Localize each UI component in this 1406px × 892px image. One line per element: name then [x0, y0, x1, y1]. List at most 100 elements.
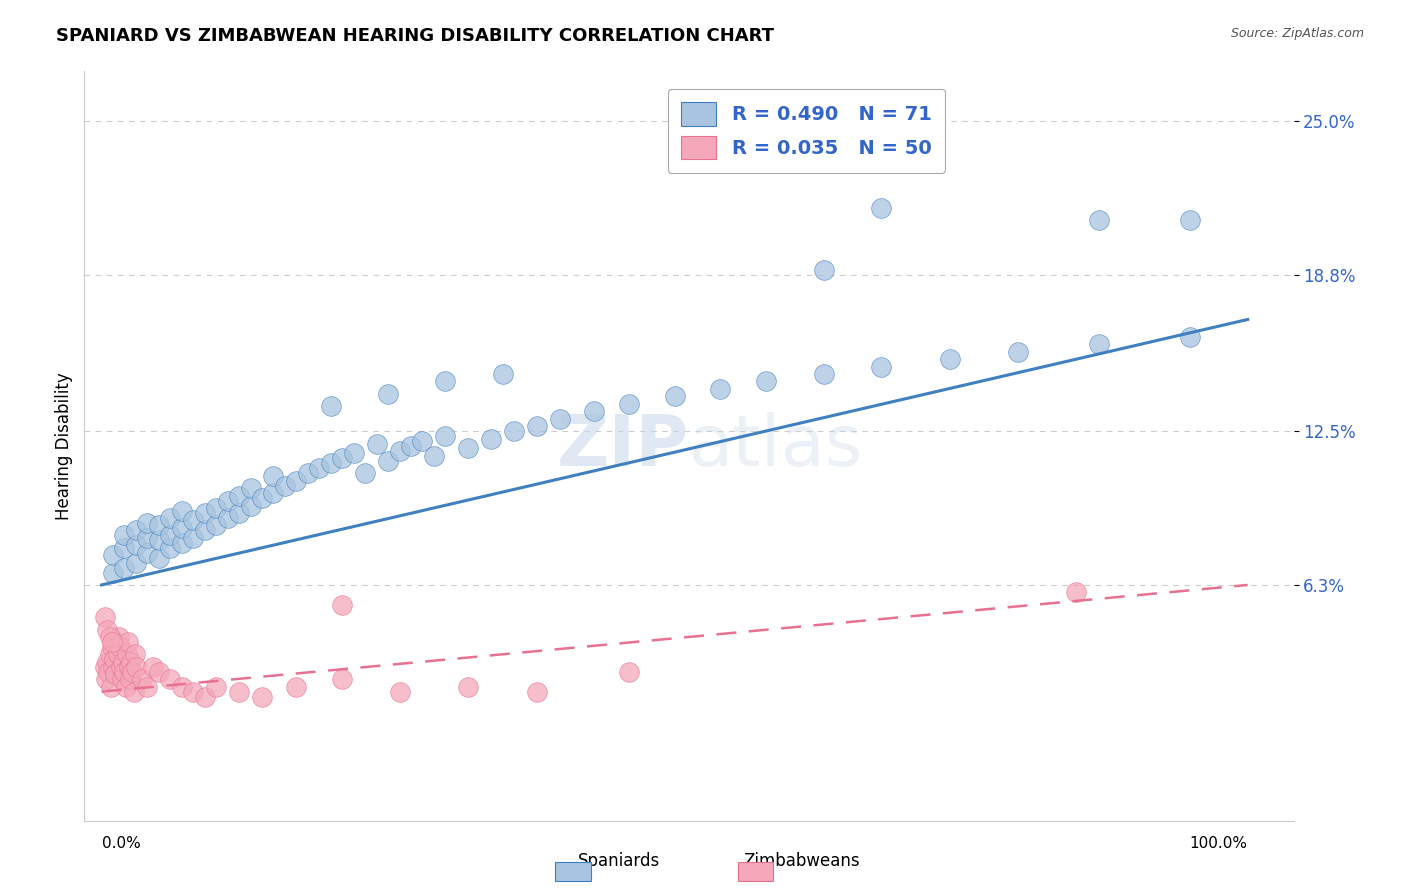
Point [111, 672, 134, 686]
Point [583, 404, 606, 418]
Point [100, 680, 122, 694]
Point [228, 684, 250, 698]
Point [617, 397, 640, 411]
Point [205, 518, 228, 533]
Point [217, 493, 239, 508]
Point [117, 635, 139, 649]
Point [98, 648, 121, 662]
Point [377, 387, 399, 401]
Point [503, 424, 526, 438]
Point [1087, 337, 1109, 351]
Point [297, 467, 319, 481]
Point [1180, 213, 1202, 227]
Y-axis label: Hearing Disability: Hearing Disability [55, 372, 73, 520]
Point [170, 535, 193, 549]
Point [194, 524, 217, 538]
Point [457, 442, 479, 456]
Point [354, 467, 377, 481]
Text: SPANIARD VS ZIMBABWEAN HEARING DISABILITY CORRELATION CHART: SPANIARD VS ZIMBABWEAN HEARING DISABILIT… [56, 27, 775, 45]
Point [274, 479, 297, 493]
Point [813, 263, 835, 277]
Point [114, 560, 136, 574]
Point [112, 655, 135, 669]
Point [330, 672, 353, 686]
Point [423, 449, 446, 463]
Text: Source: ZipAtlas.com: Source: ZipAtlas.com [1230, 27, 1364, 40]
Point [107, 630, 129, 644]
Point [103, 652, 125, 666]
Point [136, 546, 159, 560]
Point [388, 684, 411, 698]
Point [434, 375, 457, 389]
Point [108, 640, 131, 654]
Point [136, 516, 159, 530]
Point [159, 541, 181, 555]
Point [125, 538, 148, 552]
Point [101, 640, 124, 654]
Point [101, 635, 124, 649]
Point [813, 367, 835, 381]
Point [228, 489, 250, 503]
Point [181, 513, 204, 527]
Point [101, 660, 124, 674]
Point [239, 499, 262, 513]
Point [115, 648, 138, 662]
Text: 0.0%: 0.0% [101, 836, 141, 851]
Point [938, 352, 960, 367]
Point [1180, 330, 1202, 344]
Text: Spaniards: Spaniards [578, 852, 659, 870]
Point [124, 648, 146, 662]
Point [399, 439, 422, 453]
Point [870, 201, 893, 215]
Point [104, 667, 127, 681]
Point [170, 521, 193, 535]
Point [120, 655, 142, 669]
Point [285, 474, 308, 488]
Point [217, 511, 239, 525]
Legend: R = 0.490   N = 71, R = 0.035   N = 50: R = 0.490 N = 71, R = 0.035 N = 50 [668, 88, 945, 173]
Point [457, 680, 479, 694]
Point [479, 432, 502, 446]
Point [343, 446, 366, 460]
Point [136, 680, 159, 694]
Point [755, 375, 778, 389]
Point [110, 660, 132, 674]
Point [1007, 344, 1029, 359]
Point [170, 680, 193, 694]
Point [434, 429, 457, 443]
Point [181, 531, 204, 545]
Point [239, 481, 262, 495]
Text: ZIP: ZIP [557, 411, 689, 481]
Point [319, 399, 342, 413]
Point [870, 359, 893, 374]
Point [664, 389, 686, 403]
Point [114, 665, 136, 679]
Point [709, 382, 731, 396]
Point [250, 491, 273, 505]
Text: 100.0%: 100.0% [1189, 836, 1247, 851]
Point [105, 635, 128, 649]
Point [181, 684, 204, 698]
Point [131, 672, 153, 686]
Point [388, 444, 411, 458]
Point [122, 684, 145, 698]
Point [205, 680, 228, 694]
Point [1064, 585, 1087, 599]
Point [159, 528, 181, 542]
Point [148, 518, 170, 533]
Point [148, 550, 170, 565]
Point [159, 672, 181, 686]
Point [526, 684, 548, 698]
Point [330, 598, 353, 612]
Point [1087, 213, 1109, 227]
Point [136, 531, 159, 545]
Point [96, 623, 118, 637]
Point [121, 665, 143, 679]
Point [94, 660, 117, 674]
Point [118, 660, 141, 674]
Point [205, 501, 228, 516]
Point [285, 680, 308, 694]
Point [114, 528, 136, 542]
Point [125, 524, 148, 538]
Point [120, 672, 142, 686]
